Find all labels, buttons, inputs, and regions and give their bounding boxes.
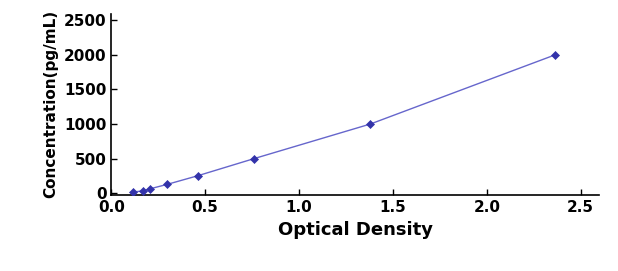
Y-axis label: Concentration(pg/mL): Concentration(pg/mL) [43,10,58,198]
X-axis label: Optical Density: Optical Density [278,221,433,238]
